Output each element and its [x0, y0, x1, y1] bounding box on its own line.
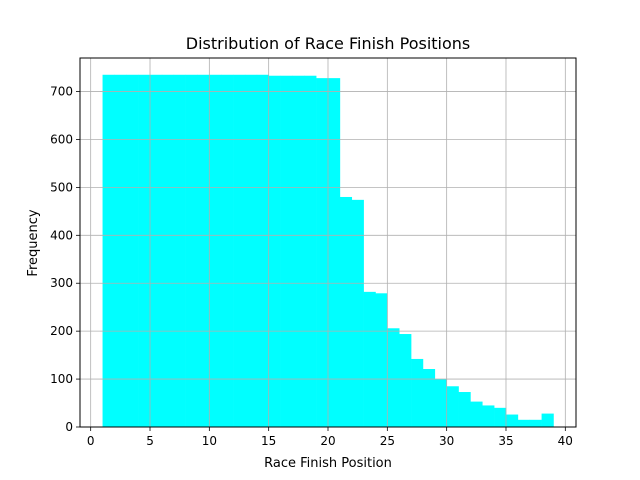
y-tick-label: 200 [50, 324, 73, 338]
histogram-bar [494, 407, 507, 427]
histogram-bar [126, 74, 139, 428]
histogram-bar [256, 74, 269, 428]
x-tick-label: 20 [320, 434, 335, 448]
histogram-bar [197, 74, 210, 428]
histogram-bar [458, 392, 471, 427]
y-tick-label: 300 [50, 276, 73, 290]
grid-lines [80, 58, 576, 428]
histogram-bar [422, 369, 436, 427]
x-tick-label: 0 [87, 434, 95, 448]
histogram-bar [339, 196, 353, 427]
histogram-bar [446, 386, 459, 427]
x-tick-label: 10 [202, 434, 217, 448]
histogram-bar [244, 74, 258, 428]
histogram-bar [363, 291, 376, 427]
histogram-bar [185, 74, 198, 428]
y-tick-label: 500 [50, 180, 73, 194]
y-tick-label: 400 [50, 228, 73, 242]
x-axis-label: Race Finish Position [264, 456, 392, 471]
histogram-bar [280, 75, 293, 427]
histogram-bar [411, 358, 424, 427]
y-axis-label: Frequency [26, 209, 41, 276]
y-tick-label: 100 [50, 372, 73, 386]
histogram-bar [375, 293, 388, 427]
histogram-bar [470, 401, 483, 427]
x-tick-label: 35 [498, 434, 513, 448]
histogram-bar [114, 74, 127, 428]
x-tick-label: 5 [146, 434, 154, 448]
y-tick-label: 700 [50, 85, 73, 99]
histogram-bar [138, 74, 151, 428]
histogram-bar [517, 419, 531, 427]
histogram-bar [292, 75, 305, 427]
histogram-bar [221, 74, 234, 428]
histogram-bar [434, 379, 447, 427]
y-tick-label: 600 [50, 132, 73, 146]
histogram-bar [233, 74, 246, 428]
histogram-bar [268, 75, 281, 427]
x-tick-label: 30 [439, 434, 454, 448]
histogram-bar [482, 405, 495, 427]
histogram-bar [304, 75, 317, 427]
y-tick-label: 0 [65, 420, 73, 434]
histogram-bar [387, 328, 400, 427]
histogram-bars [102, 74, 554, 428]
x-tick-label: 40 [558, 434, 573, 448]
histogram-bar [102, 74, 115, 428]
histogram-bar [150, 74, 163, 428]
histogram-bar [351, 199, 364, 427]
histogram-bar [529, 419, 542, 427]
x-tick-label: 25 [380, 434, 395, 448]
histogram-bar [316, 78, 329, 427]
histogram-bar [399, 334, 412, 427]
x-tick-label: 15 [261, 434, 276, 448]
histogram-bar [161, 74, 175, 428]
histogram-bar [505, 414, 519, 427]
histogram-bar [328, 78, 341, 427]
chart-title: Distribution of Race Finish Positions [186, 34, 471, 53]
histogram-bar [173, 74, 186, 428]
histogram-bar [541, 413, 554, 427]
histogram-bar [209, 74, 222, 428]
